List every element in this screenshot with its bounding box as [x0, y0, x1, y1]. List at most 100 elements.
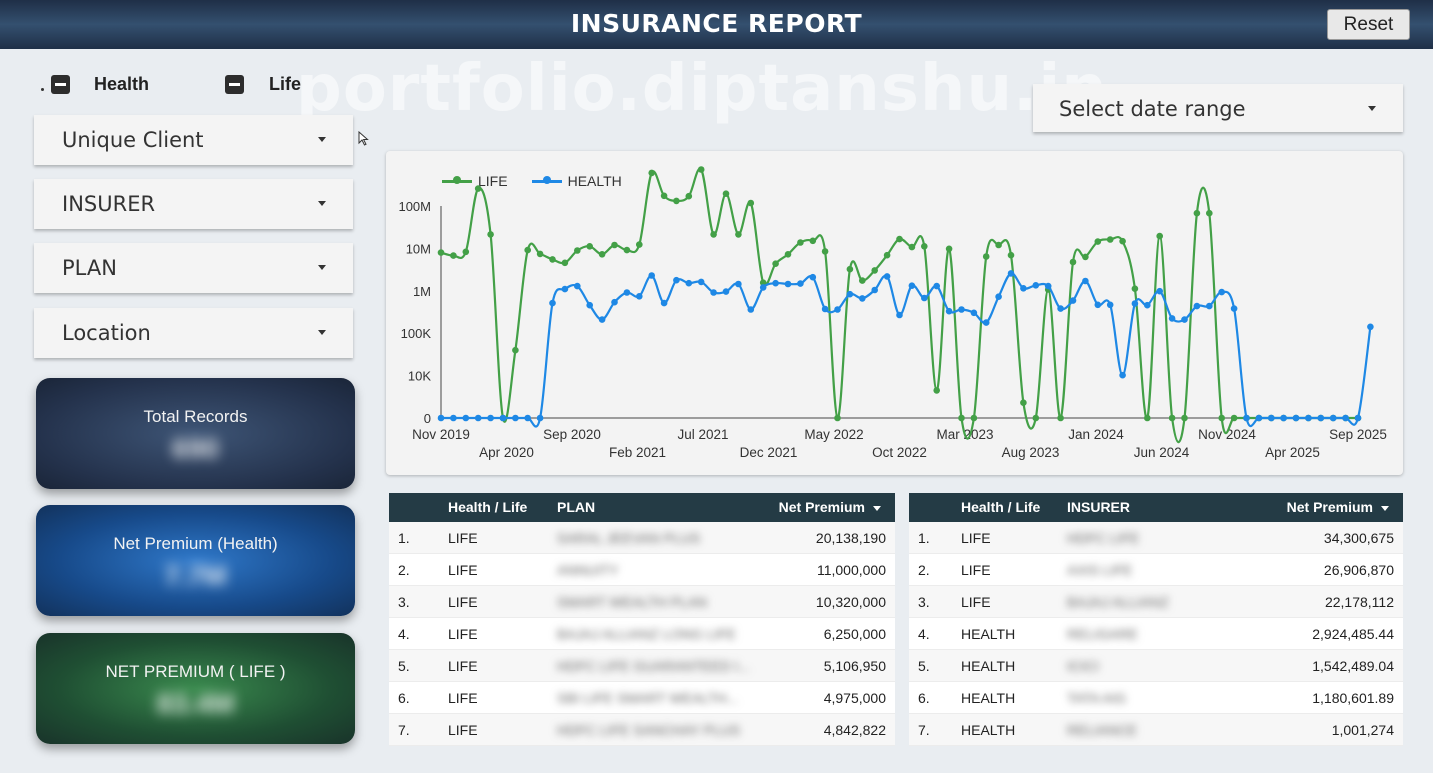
data-point-life [896, 235, 903, 243]
data-point-health [1230, 305, 1238, 312]
data-point-health [1020, 285, 1027, 292]
data-point-life [636, 241, 643, 248]
col-header-net-premium[interactable]: Net Premium [1287, 493, 1389, 522]
row-name: RELIANCE [1067, 722, 1138, 738]
data-point-life [450, 252, 457, 259]
data-point-life [598, 251, 606, 258]
data-point-life [437, 249, 445, 256]
row-net-premium: 34,300,675 [1323, 530, 1394, 546]
data-point-health [772, 279, 779, 287]
unique-client-dropdown[interactable]: Unique Client [34, 115, 353, 165]
data-point-health [710, 289, 717, 296]
location-dropdown[interactable]: Location [34, 308, 353, 358]
data-point-health [549, 299, 556, 307]
data-point-life [958, 414, 965, 422]
col-header-type[interactable]: Health / Life [448, 499, 528, 515]
table-row[interactable]: 2. LIFE ANNUITY 11,000,000 [389, 554, 895, 586]
table-row[interactable]: 6. HEALTH TATA AIG 1,180,601.89 [909, 682, 1403, 714]
table-row[interactable]: 1. LIFE HDFC LIFE 34,300,675 [909, 522, 1403, 554]
table-row[interactable]: 3. LIFE BAJAJ ALLIANZ 22,178,112 [909, 586, 1403, 618]
row-number: 3. [398, 594, 410, 610]
col-header-plan[interactable]: PLAN [557, 499, 596, 515]
y-tick-label: 10M [406, 241, 431, 256]
data-point-life [834, 414, 841, 422]
toggle-health[interactable]: Health [51, 73, 149, 95]
plan-dropdown[interactable]: PLAN [34, 243, 353, 293]
data-point-health [759, 284, 767, 291]
data-point-health [1206, 302, 1213, 310]
plan-label: PLAN [62, 256, 117, 280]
table-row[interactable]: 4. HEALTH RELIGARE 2,924,485.44 [909, 618, 1403, 650]
checkbox-minus-icon[interactable] [51, 74, 70, 94]
data-point-health [747, 306, 755, 313]
table-row[interactable]: 7. LIFE HDFC LIFE SANCHAY PLUS 4,842,822 [389, 714, 895, 746]
data-point-life [524, 246, 531, 254]
legend-item-life[interactable]: LIFE [442, 173, 508, 189]
data-point-life [859, 277, 866, 284]
total-records-card: Total Records 690 [36, 378, 355, 489]
data-point-life [945, 245, 953, 253]
data-point-life [1020, 399, 1027, 406]
legend-item-health[interactable]: HEALTH [531, 173, 622, 189]
data-point-life [673, 197, 680, 205]
data-point-health [1193, 302, 1201, 310]
data-point-health [1329, 414, 1337, 422]
row-type: LIFE [961, 530, 991, 546]
row-number: 6. [398, 690, 410, 706]
table-row[interactable]: 3. LIFE SMART WEALTH PLAN 10,320,000 [389, 586, 895, 618]
reset-button[interactable]: Reset [1327, 9, 1410, 40]
data-point-health [797, 280, 804, 287]
data-point-life [1007, 251, 1015, 259]
date-range-dropdown[interactable]: Select date range [1033, 84, 1403, 132]
row-net-premium: 1,180,601.89 [1312, 690, 1394, 706]
table-row[interactable]: 1. LIFE SARAL JEEVAN PLUS 20,138,190 [389, 522, 895, 554]
row-name: SMART WEALTH PLAN [557, 594, 708, 610]
data-point-life [611, 241, 618, 249]
data-point-life [871, 267, 878, 274]
insurer-dropdown[interactable]: INSURER [34, 179, 353, 229]
row-net-premium: 5,106,950 [823, 658, 886, 674]
data-point-health [697, 278, 705, 286]
row-net-premium: 11,000,000 [816, 562, 886, 578]
x-tick-label: Apr 2020 [479, 445, 534, 460]
row-name: BAJAJ ALLIANZ LONG LIFE [557, 626, 736, 642]
col-header-insurer[interactable]: INSURER [1067, 499, 1131, 515]
legend-life-swatch [442, 176, 472, 184]
col-header-net-premium[interactable]: Net Premium [779, 493, 881, 522]
net-premium-health-title: Net Premium (Health) [113, 534, 278, 553]
data-point-health [1292, 414, 1300, 422]
data-point-life [1106, 236, 1114, 243]
row-type: LIFE [961, 562, 991, 578]
data-point-health [784, 280, 792, 288]
table-row[interactable]: 6. LIFE SBI LIFE SMART WEALTH... 4,975,000 [389, 682, 895, 714]
data-point-health [1317, 414, 1325, 422]
data-point-life [1082, 253, 1089, 261]
data-point-health [598, 316, 606, 323]
y-tick-label: 100K [401, 326, 432, 341]
data-point-health [945, 307, 953, 315]
row-type: LIFE [448, 626, 478, 642]
data-point-health [883, 273, 891, 280]
data-point-health [1094, 301, 1102, 309]
table-row[interactable]: 2. LIFE AXIS LIFE 26,906,870 [909, 554, 1403, 586]
toggle-life[interactable]: Life [225, 73, 301, 95]
row-number: 7. [398, 722, 410, 738]
legend-health-label: HEALTH [567, 173, 622, 189]
table-row[interactable]: 5. LIFE HDFC LIFE GUARANTEED I... 5,106,950 [389, 650, 895, 682]
x-tick-label: Jan 2024 [1068, 427, 1124, 442]
net-premium-life-value: 83.4M [156, 688, 235, 719]
data-point-life [462, 248, 470, 256]
col-header-type[interactable]: Health / Life [961, 499, 1041, 515]
data-point-life [512, 346, 519, 354]
table-row[interactable]: 4. LIFE BAJAJ ALLIANZ LONG LIFE 6,250,000 [389, 618, 895, 650]
data-point-health [871, 286, 878, 294]
data-point-health [859, 295, 866, 302]
table-row[interactable]: 5. HEALTH ICICI 1,542,489.04 [909, 650, 1403, 682]
data-point-life [1094, 238, 1102, 245]
data-point-health [1082, 277, 1089, 285]
plan-table-body: 1. LIFE SARAL JEEVAN PLUS 20,138,190 2. LIFE A… [389, 522, 895, 746]
row-number: 4. [398, 626, 410, 642]
checkbox-minus-icon[interactable] [225, 74, 244, 94]
table-row[interactable]: 7. HEALTH RELIANCE 1,001,274 [909, 714, 1403, 746]
row-net-premium: 22,178,112 [1324, 594, 1394, 610]
